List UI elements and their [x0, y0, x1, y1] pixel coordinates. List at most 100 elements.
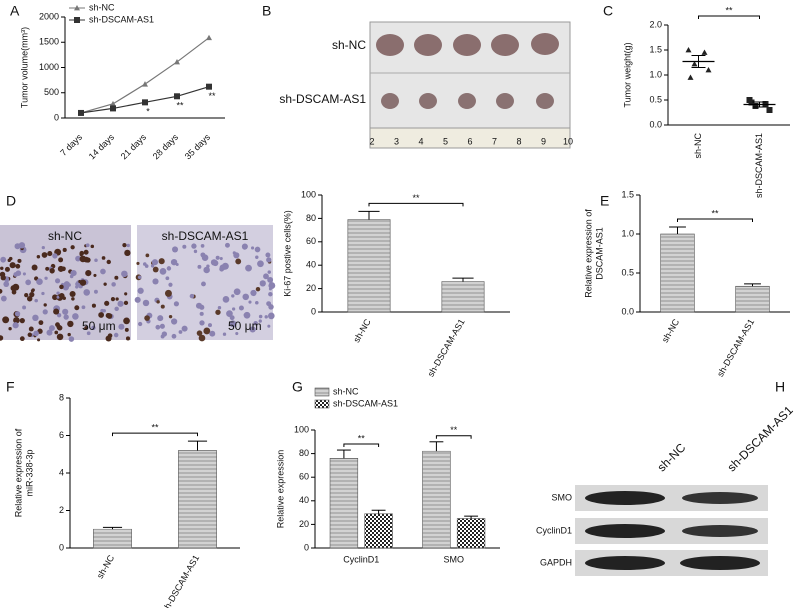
column-label: sh-NC [654, 440, 688, 474]
cell [161, 331, 168, 337]
cell [124, 327, 129, 332]
cell [267, 312, 275, 320]
cell [52, 253, 58, 259]
cell [134, 296, 141, 303]
cell [56, 313, 62, 318]
cell [79, 279, 87, 286]
y-axis-label: Relative expression of [13, 428, 23, 517]
cell [56, 295, 60, 299]
annotation: ** [176, 101, 184, 111]
y-axis-label: Tumor weight(g) [622, 42, 632, 107]
cell [30, 289, 35, 293]
row-label: SMO [551, 492, 572, 502]
cell [0, 288, 3, 294]
cell [62, 308, 69, 315]
cell [68, 336, 75, 342]
cell [165, 276, 170, 281]
y-tick-label: 60 [299, 472, 309, 482]
bar [347, 219, 391, 313]
y-tick-label: 500 [44, 87, 59, 97]
marker [766, 107, 773, 113]
y-tick-label: 0 [59, 542, 64, 552]
cell [2, 316, 10, 324]
cell [191, 243, 197, 249]
cell [91, 303, 96, 308]
y-tick-label: 2.0 [649, 19, 662, 29]
y-tick-label: 0.5 [621, 267, 634, 277]
cell [245, 264, 252, 272]
y-tick-label: 1.0 [649, 69, 662, 79]
panel-label: C [603, 3, 613, 19]
cell [13, 317, 20, 324]
cell [49, 325, 55, 332]
x-tick-label: SMO [443, 554, 464, 564]
cell [238, 305, 244, 311]
cell [26, 296, 33, 302]
cell [100, 268, 106, 275]
cell [164, 289, 172, 297]
scale-label: 50 μm [82, 319, 116, 333]
cell [67, 320, 74, 328]
cell [193, 249, 198, 254]
cell [171, 246, 179, 253]
significance-label: ** [711, 208, 719, 218]
y-axis-label: Ki-67 postive cells(%) [282, 210, 292, 297]
cell [268, 304, 274, 310]
panel-label: F [6, 379, 15, 395]
tumor [496, 93, 514, 109]
significance-bracket [368, 202, 464, 207]
cell [121, 270, 128, 278]
cell [93, 289, 98, 294]
cell [84, 326, 89, 330]
cell [103, 282, 107, 286]
panel-label: B [262, 3, 271, 19]
cell [156, 300, 160, 304]
cell [114, 306, 119, 312]
cell [255, 300, 259, 305]
cell [102, 309, 106, 313]
ruler-number: 4 [418, 136, 423, 146]
x-tick-label: sh-DSCAM-AS1 [754, 133, 764, 198]
y-tick-label: 1.5 [621, 189, 634, 199]
cell [233, 288, 241, 296]
cell [0, 295, 7, 302]
blot-band [585, 556, 665, 570]
y-tick-label: 2 [59, 505, 64, 515]
cell [160, 304, 165, 309]
cell [90, 244, 95, 249]
cell [268, 282, 276, 289]
cell [75, 285, 79, 289]
marker [752, 103, 759, 109]
cell [168, 314, 173, 319]
y-tick-label: 1500 [39, 37, 59, 47]
y-tick-label: 1.0 [621, 228, 634, 238]
cell [110, 297, 116, 302]
legend-label: sh-DSCAM-AS1 [89, 14, 154, 24]
tumor [414, 34, 442, 56]
cell [197, 264, 202, 269]
cell [268, 287, 272, 291]
cell [85, 243, 90, 248]
ruler-number: 6 [467, 136, 472, 146]
cell [34, 298, 38, 303]
cell [115, 297, 119, 301]
y-tick-label: 8 [59, 392, 64, 402]
significance-bracket [677, 218, 753, 222]
cell [9, 262, 16, 269]
tumor [491, 34, 519, 56]
x-tick-label: sh-DSCAM-AS1 [426, 317, 467, 378]
cell [150, 264, 155, 268]
cell [101, 256, 106, 260]
panel-label: A [10, 3, 20, 19]
legend-swatch [314, 399, 330, 409]
cell [255, 286, 261, 292]
ruler-number: 8 [516, 136, 521, 146]
marker [110, 100, 116, 107]
cell [267, 324, 271, 328]
cell [200, 252, 206, 258]
cell [258, 314, 263, 319]
cell [263, 273, 269, 280]
cell [265, 252, 271, 258]
cell [142, 299, 150, 307]
